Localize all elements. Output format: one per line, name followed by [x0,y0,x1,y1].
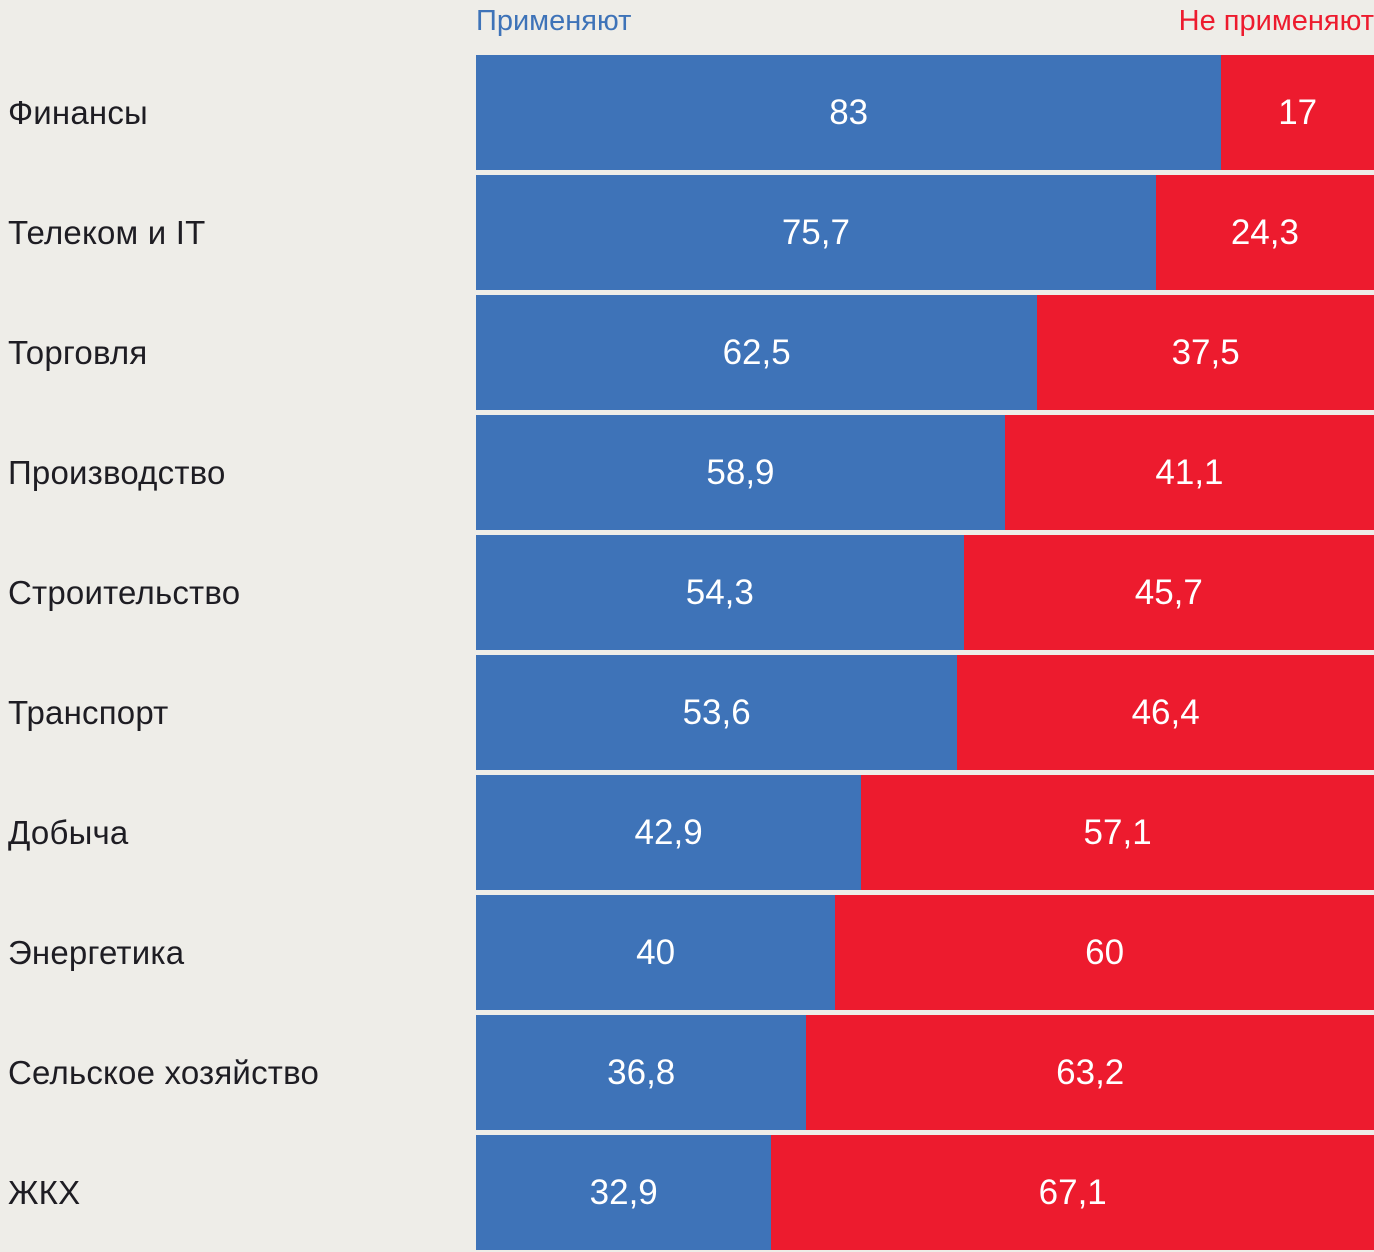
chart-rows: Финансы 83 17 Телеком и IT 75,7 24,3 [0,55,1374,1250]
value-label-not-apply: 45,7 [1134,572,1203,612]
category-label: Финансы [8,93,148,131]
value-label-not-apply: 57,1 [1083,812,1152,852]
value-label-apply: 54,3 [685,572,754,612]
bar-segment-not-apply: 45,7 [963,535,1374,650]
chart-legend: Применяют Не применяют [476,5,1374,38]
value-label-apply: 32,9 [589,1172,658,1212]
bar-track: 53,6 46,4 [476,655,1374,770]
value-label-not-apply: 63,2 [1056,1052,1125,1092]
category-label: Сельское хозяйство [8,1053,319,1091]
category-label: Торговля [8,333,148,371]
bar-track: 42,9 57,1 [476,775,1374,890]
value-label-apply: 62,5 [722,332,791,372]
bar-segment-apply: 83 [476,55,1222,170]
category-label: Энергетика [8,933,185,971]
value-label-not-apply: 37,5 [1171,332,1240,372]
value-label-apply: 42,9 [634,812,703,852]
bar-track: 75,7 24,3 [476,175,1374,290]
bar-segment-not-apply: 67,1 [771,1135,1374,1250]
bar-track: 62,5 37,5 [476,295,1374,410]
bar-segment-apply: 42,9 [476,775,862,890]
bar-segment-apply: 62,5 [476,295,1038,410]
legend-apply-label: Применяют [476,5,632,37]
value-label-not-apply: 46,4 [1131,692,1200,732]
bar-segment-apply: 32,9 [476,1135,772,1250]
value-label-not-apply: 24,3 [1230,212,1299,252]
value-label-apply: 58,9 [706,452,775,492]
bar-segment-not-apply: 17 [1221,55,1374,170]
category-label: Производство [8,453,226,491]
value-label-not-apply: 60 [1085,932,1125,972]
category-label: Добыча [8,813,129,851]
category-label: Телеком и IT [8,213,206,251]
bar-track: 54,3 45,7 [476,535,1374,650]
value-label-not-apply: 41,1 [1155,452,1224,492]
chart-row: ЖКХ 32,9 67,1 [0,1135,1374,1250]
category-label: ЖКХ [8,1173,81,1211]
category-label: Транспорт [8,693,169,731]
bar-track: 83 17 [476,55,1374,170]
chart-row: Строительство 54,3 45,7 [0,535,1374,650]
bar-track: 58,9 41,1 [476,415,1374,530]
chart-row: Телеком и IT 75,7 24,3 [0,175,1374,290]
bar-segment-apply: 58,9 [476,415,1005,530]
bar-track: 36,8 63,2 [476,1015,1374,1130]
bar-segment-not-apply: 57,1 [861,775,1374,890]
chart-row: Торговля 62,5 37,5 [0,295,1374,410]
bar-segment-not-apply: 46,4 [957,655,1374,770]
value-label-apply: 75,7 [781,212,850,252]
chart-row: Финансы 83 17 [0,55,1374,170]
bar-segment-not-apply: 41,1 [1004,415,1374,530]
chart-row: Сельское хозяйство 36,8 63,2 [0,1015,1374,1130]
bar-track: 40 60 [476,895,1374,1010]
value-label-apply: 53,6 [682,692,751,732]
value-label-apply: 40 [636,932,676,972]
chart-row: Энергетика 40 60 [0,895,1374,1010]
value-label-not-apply: 17 [1278,92,1318,132]
value-label-apply: 36,8 [607,1052,676,1092]
legend-not-apply-label: Не применяют [1178,5,1374,37]
bar-segment-not-apply: 37,5 [1037,295,1374,410]
chart-row: Добыча 42,9 57,1 [0,775,1374,890]
chart-row: Производство 58,9 41,1 [0,415,1374,530]
value-label-not-apply: 67,1 [1038,1172,1107,1212]
bar-segment-apply: 40 [476,895,836,1010]
category-label: Строительство [8,573,241,611]
bar-segment-not-apply: 60 [835,895,1374,1010]
bar-track: 32,9 67,1 [476,1135,1374,1250]
value-label-apply: 83 [829,92,869,132]
bar-segment-not-apply: 24,3 [1155,175,1374,290]
bar-segment-apply: 36,8 [476,1015,807,1130]
bar-segment-not-apply: 63,2 [806,1015,1374,1130]
bar-segment-apply: 54,3 [476,535,964,650]
bar-segment-apply: 53,6 [476,655,958,770]
chart-row: Транспорт 53,6 46,4 [0,655,1374,770]
bar-segment-apply: 75,7 [476,175,1156,290]
